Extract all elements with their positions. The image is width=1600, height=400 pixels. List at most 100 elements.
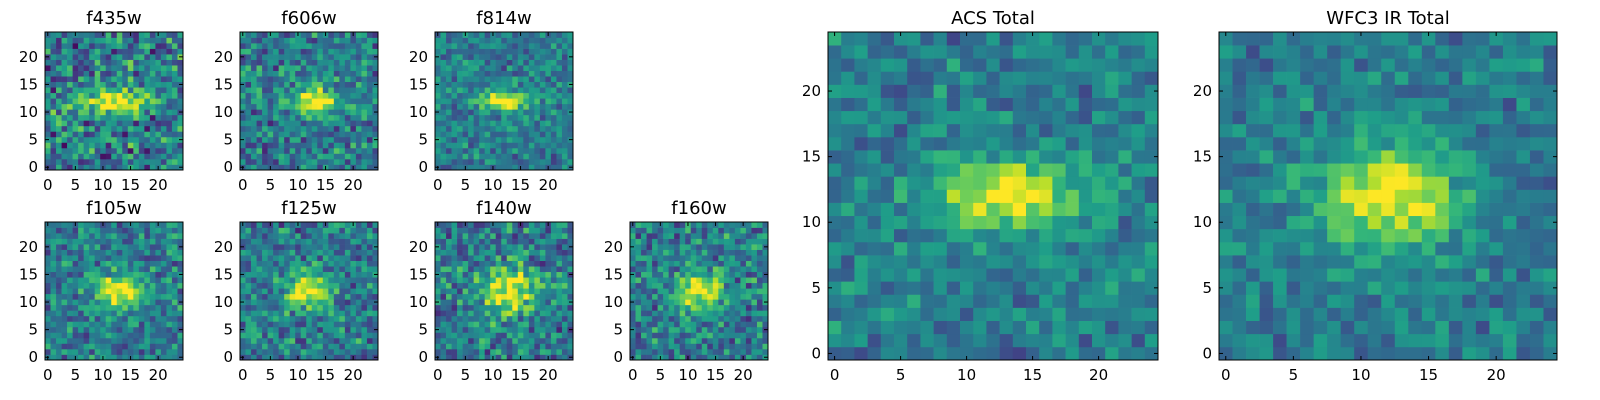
heatmap-cell bbox=[630, 315, 636, 322]
heatmap-cell bbox=[663, 244, 669, 250]
heatmap-cell bbox=[484, 114, 491, 121]
heatmap-cell bbox=[133, 59, 140, 66]
heatmap-cell bbox=[133, 125, 140, 132]
heatmap-cell bbox=[734, 315, 741, 322]
heatmap-cell bbox=[920, 346, 934, 361]
heatmap-cell bbox=[506, 277, 513, 284]
heatmap-cell bbox=[1065, 294, 1080, 308]
heatmap-cell bbox=[300, 337, 307, 344]
heatmap-cell bbox=[479, 299, 486, 306]
heatmap-cell bbox=[300, 260, 307, 267]
heatmap-cell bbox=[111, 65, 118, 71]
heatmap-cell bbox=[635, 244, 642, 250]
heatmap-cell bbox=[986, 189, 1000, 203]
heatmap-cell bbox=[116, 260, 123, 267]
heatmap-cell bbox=[701, 227, 708, 234]
heatmap-cell bbox=[155, 87, 162, 94]
heatmap-cell bbox=[440, 255, 447, 261]
heatmap-cell bbox=[171, 244, 178, 250]
heatmap-cell bbox=[289, 48, 296, 55]
heatmap-cell bbox=[718, 238, 725, 245]
heatmap-cell bbox=[100, 92, 107, 99]
heatmap-cell bbox=[339, 125, 346, 132]
heatmap-cell bbox=[83, 59, 90, 66]
heatmap-cell bbox=[72, 120, 79, 127]
heatmap-cell bbox=[105, 32, 112, 38]
heatmap-cell bbox=[685, 266, 692, 273]
heatmap-cell bbox=[344, 54, 351, 60]
heatmap-cell bbox=[100, 304, 107, 311]
heatmap-cell bbox=[641, 255, 647, 261]
heatmap-cell bbox=[256, 114, 263, 121]
heatmap-cell bbox=[473, 92, 480, 99]
heatmap-cell bbox=[751, 255, 758, 261]
heatmap-cell bbox=[127, 59, 134, 66]
heatmap-cell bbox=[372, 114, 379, 121]
heatmap-cell bbox=[138, 238, 145, 245]
heatmap-cell bbox=[440, 37, 447, 44]
heatmap-cell bbox=[473, 348, 480, 355]
heatmap-cell bbox=[462, 227, 469, 234]
heatmap-cell bbox=[740, 304, 747, 311]
heatmap-cell bbox=[473, 249, 480, 256]
heatmap-cell bbox=[567, 277, 574, 284]
heatmap-cell bbox=[339, 233, 346, 239]
heatmap-cell bbox=[328, 158, 335, 165]
heatmap-cell bbox=[734, 332, 741, 339]
heatmap-cell bbox=[517, 92, 524, 99]
heatmap-cell bbox=[350, 227, 357, 234]
heatmap-cell bbox=[506, 98, 513, 105]
heatmap-cell bbox=[561, 310, 568, 317]
heatmap-cell bbox=[240, 348, 246, 355]
heatmap-cell bbox=[89, 326, 96, 333]
heatmap-cell bbox=[745, 310, 752, 317]
heatmap-cell bbox=[284, 255, 291, 261]
heatmap-cell bbox=[462, 81, 469, 88]
heatmap-cell bbox=[523, 271, 530, 278]
heatmap-cell bbox=[663, 249, 669, 256]
heatmap-cell bbox=[517, 65, 524, 71]
heatmap-cell bbox=[284, 125, 291, 132]
heatmap-cell bbox=[144, 153, 151, 160]
heatmap-cell bbox=[457, 142, 463, 149]
heatmap-cell bbox=[56, 249, 62, 256]
heatmap-cell bbox=[734, 343, 741, 350]
heatmap-cell bbox=[894, 163, 908, 177]
heatmap-cell bbox=[45, 233, 51, 239]
heatmap-cell bbox=[907, 320, 921, 335]
heatmap-cell bbox=[567, 153, 574, 160]
heatmap-cell bbox=[635, 255, 642, 261]
heatmap-cell bbox=[517, 315, 524, 322]
heatmap-cell bbox=[144, 343, 151, 350]
heatmap-cell bbox=[534, 277, 541, 284]
heatmap-cell bbox=[45, 249, 51, 256]
heatmap-cell bbox=[333, 32, 340, 38]
heatmap-cell bbox=[756, 271, 763, 278]
heatmap-cell bbox=[171, 348, 178, 355]
heatmap-cell bbox=[630, 260, 636, 267]
heatmap-cell bbox=[240, 147, 246, 154]
heatmap-cell bbox=[462, 87, 469, 94]
heatmap-cell bbox=[278, 293, 285, 300]
heatmap-cell bbox=[457, 70, 463, 77]
heatmap-cell bbox=[50, 348, 57, 355]
heatmap-cell bbox=[933, 163, 948, 177]
heatmap-cell bbox=[171, 120, 178, 127]
heatmap-cell bbox=[729, 227, 736, 234]
y-tick-label: 15 bbox=[604, 265, 623, 283]
heatmap-cell bbox=[289, 244, 296, 250]
heatmap-cell bbox=[685, 271, 692, 278]
heatmap-cell bbox=[350, 43, 357, 49]
heatmap-cell bbox=[501, 293, 508, 300]
heatmap-cell bbox=[646, 227, 653, 234]
heatmap-cell bbox=[171, 310, 178, 317]
heatmap-cell bbox=[171, 48, 178, 55]
heatmap-cell bbox=[1078, 281, 1093, 295]
heatmap-cell bbox=[756, 304, 763, 311]
heatmap-cell bbox=[545, 114, 552, 121]
heatmap-cell bbox=[78, 65, 84, 71]
heatmap-cell bbox=[355, 271, 362, 278]
heatmap-cell bbox=[56, 153, 62, 160]
heatmap-cell bbox=[440, 54, 447, 60]
heatmap-cell bbox=[149, 332, 156, 339]
